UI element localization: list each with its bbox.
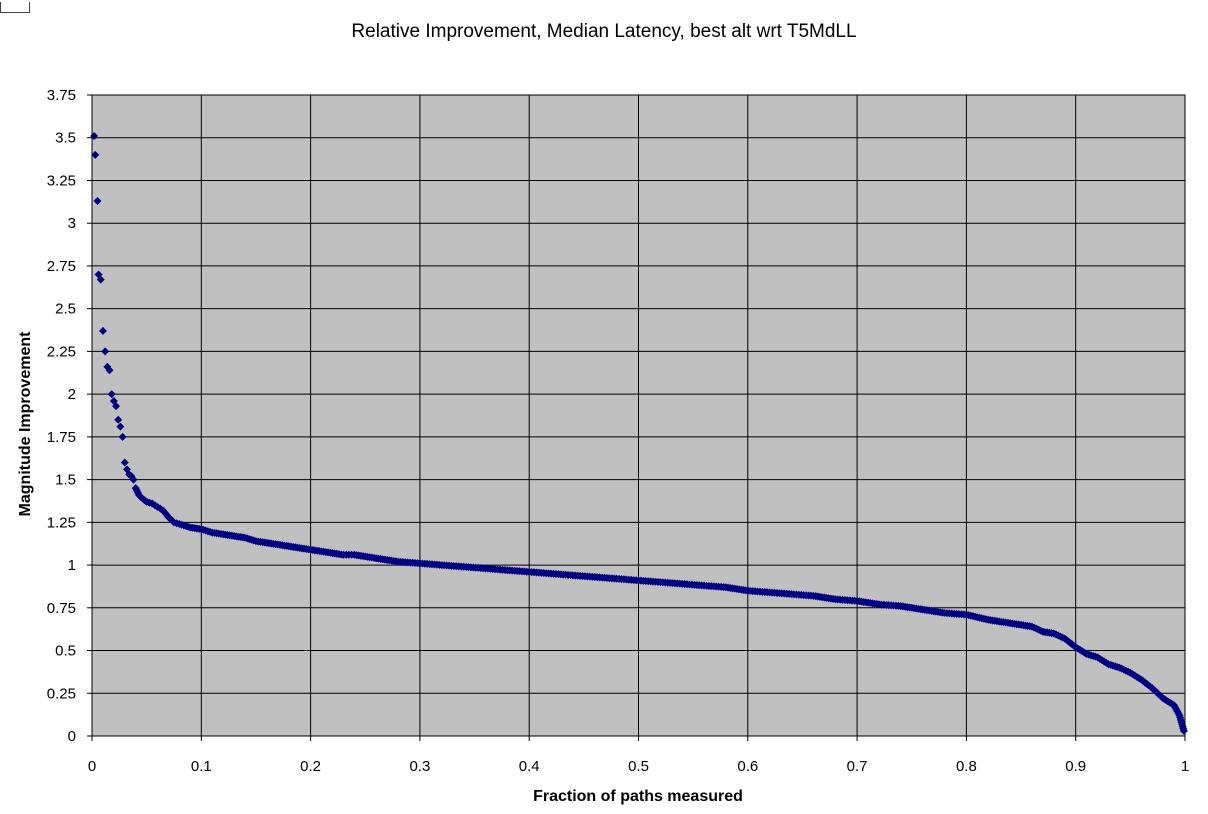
y-tick-label: 2.75 [47, 258, 76, 275]
data-point [107, 390, 116, 399]
x-tick-label: 0.3 [409, 758, 430, 775]
y-tick-label: 2.25 [47, 343, 76, 360]
y-tick-label: 3.75 [47, 87, 76, 104]
chart-title: Relative Improvement, Median Latency, be… [351, 21, 856, 42]
data-point [112, 402, 121, 411]
data-points [90, 132, 1188, 735]
data-point [105, 366, 114, 375]
y-tick-label: 2.5 [55, 301, 76, 318]
y-tick-label: 1 [68, 557, 76, 574]
y-tick-label: 1.75 [47, 429, 76, 446]
y-tick-label: 3.5 [55, 130, 76, 147]
y-tick-label: 0.25 [47, 685, 76, 702]
y-tick-label: 0 [68, 728, 76, 745]
y-tick-label: 0.75 [47, 600, 76, 617]
x-tick-label: 0.7 [847, 758, 868, 775]
y-tick-label: 1.25 [47, 514, 76, 531]
x-tick-label: 0.9 [1065, 758, 1086, 775]
x-tick-label: 0.6 [737, 758, 758, 775]
data-point [101, 347, 110, 356]
x-axis-ticks: 0 0.1 0.2 0.3 0.4 0.5 0.6 0.7 0.8 0.9 1 [88, 736, 1189, 775]
y-tick-label: 0.5 [55, 643, 76, 660]
data-point [129, 475, 138, 484]
y-tick-label: 3.25 [47, 172, 76, 189]
x-tick-label: 0.4 [519, 758, 540, 775]
x-axis-title: Fraction of paths measured [533, 788, 743, 805]
x-tick-label: 0.8 [956, 758, 977, 775]
data-point [98, 326, 107, 335]
data-point [93, 196, 102, 205]
data-point-fill [156, 504, 165, 513]
x-tick-label: 1 [1181, 758, 1189, 775]
x-tick-label: 0 [88, 758, 96, 775]
x-tick-label: 0.5 [628, 758, 649, 775]
y-tick-label: 1.5 [55, 472, 76, 489]
y-axis-title: Magnitude Improvement [17, 331, 34, 517]
x-tick-label: 0.1 [191, 758, 212, 775]
data-point [91, 150, 100, 159]
gridlines [92, 94, 1186, 736]
data-point [96, 275, 105, 284]
data-point [118, 432, 127, 441]
corner-glyph-icon [0, 2, 30, 13]
x-tick-label: 0.2 [300, 758, 321, 775]
data-point [120, 458, 129, 467]
data-point [1179, 726, 1188, 735]
y-tick-label: 2 [68, 386, 76, 403]
y-tick-label: 3 [68, 215, 76, 232]
data-point [116, 422, 125, 431]
y-axis-ticks: 0 0.25 0.5 0.75 1 1.25 1.5 1.75 2 2.25 2.5 2.75 3 3.2… [47, 87, 92, 745]
data-point [114, 415, 123, 424]
